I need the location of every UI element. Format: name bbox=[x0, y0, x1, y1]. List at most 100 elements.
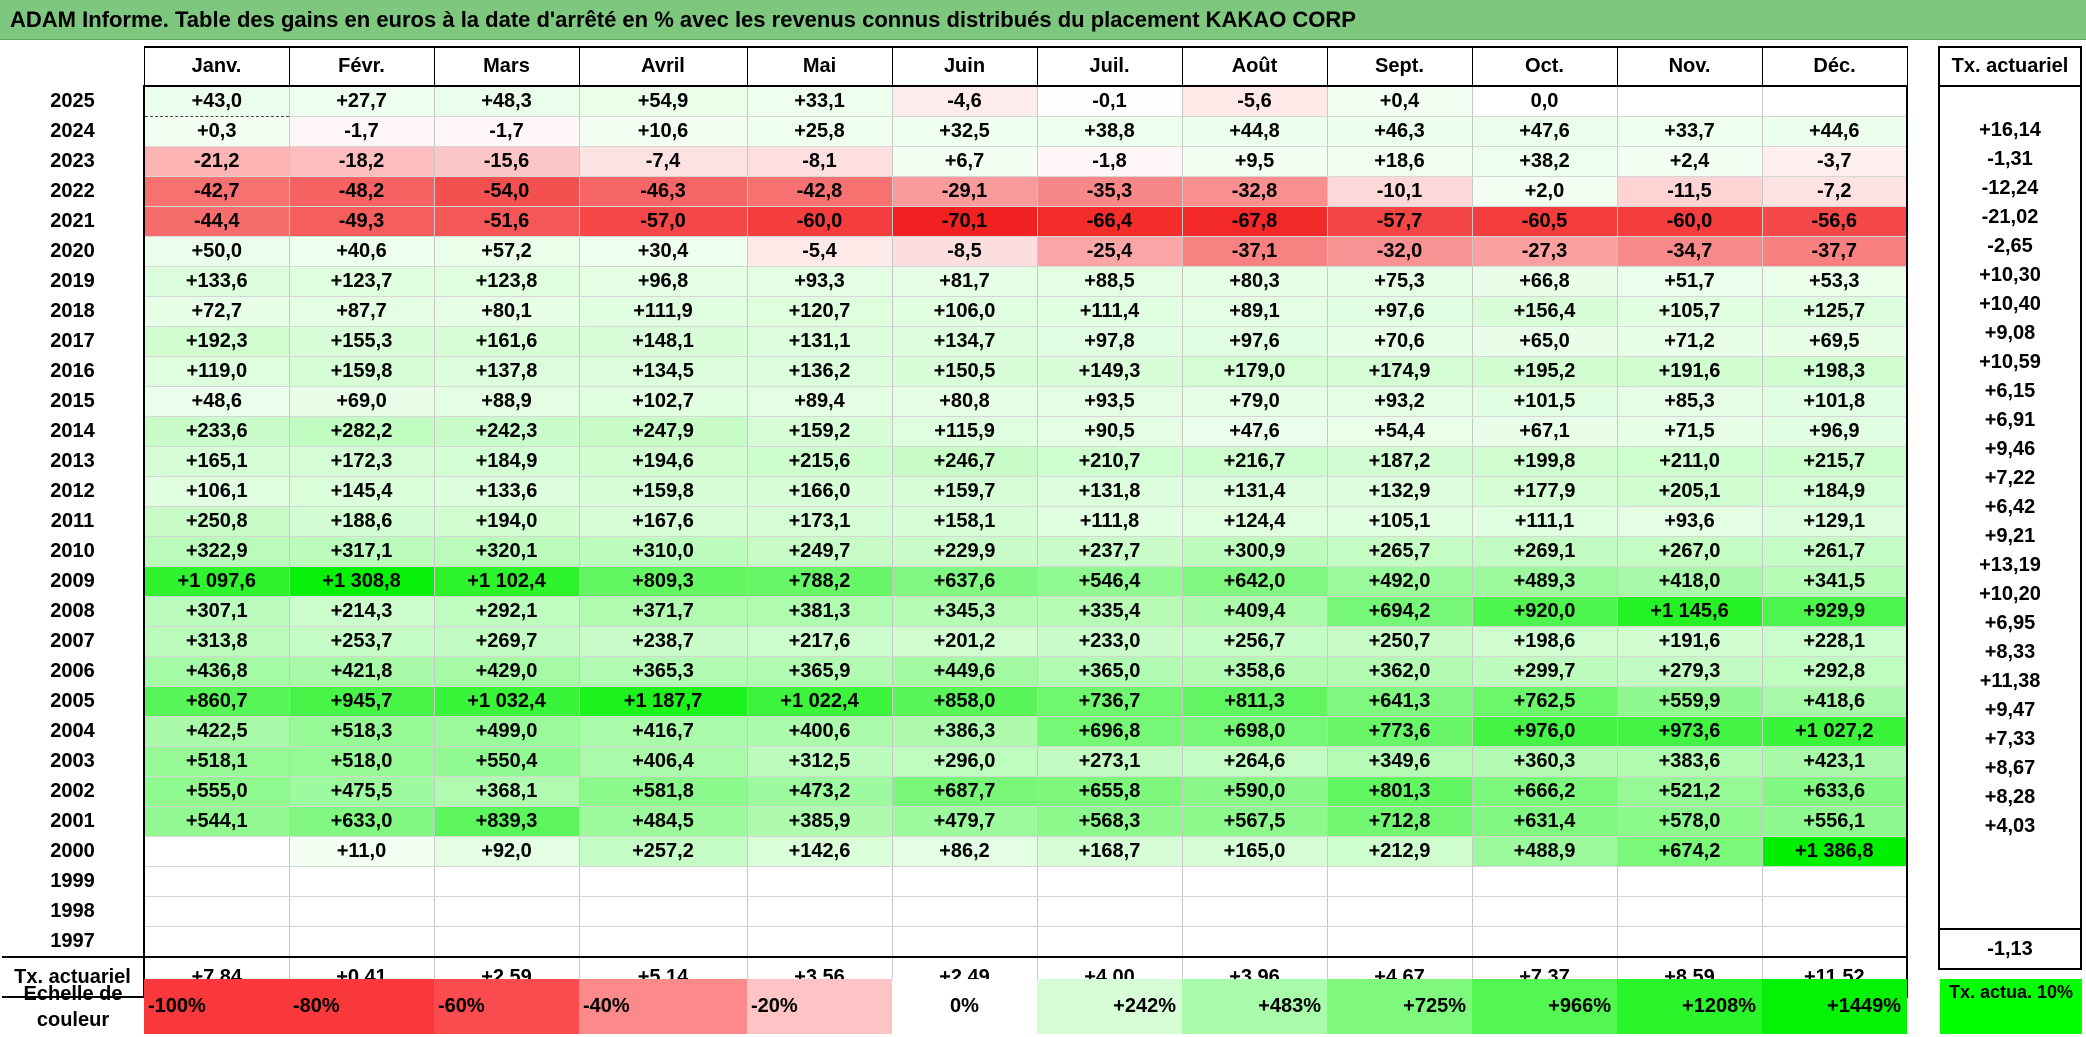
gain-cell: +86,2 bbox=[892, 836, 1038, 867]
gain-cell bbox=[892, 896, 1038, 927]
gain-cell: +87,7 bbox=[289, 296, 435, 327]
year-label: 2025 bbox=[2, 86, 145, 117]
gain-cell: +188,6 bbox=[289, 506, 435, 537]
table-row: 2022 -42,7 -48,2 -54,0 -46,3 -42,8 -29,1 -35,3-… bbox=[2, 176, 1908, 207]
annual-rate-cell: +10,20 bbox=[1938, 580, 2082, 609]
gain-cell: +488,9 bbox=[1472, 836, 1618, 867]
year-label: 2004 bbox=[2, 716, 145, 747]
year-label: 2011 bbox=[2, 506, 145, 537]
table-row: 2004 +422,5 +518,3 +499,0 +416,7 +400,6 +386,3… bbox=[2, 716, 1908, 747]
gain-cell: +27,7 bbox=[289, 86, 435, 117]
gain-cell: +111,8 bbox=[1037, 506, 1183, 537]
gain-cell: +674,2 bbox=[1617, 836, 1763, 867]
color-scale-cell: +1208% bbox=[1617, 979, 1762, 1034]
gain-cell bbox=[579, 926, 748, 958]
gain-cell: +215,6 bbox=[747, 446, 893, 477]
gain-cell: +132,9 bbox=[1327, 476, 1473, 507]
gain-cell: +134,5 bbox=[579, 356, 748, 387]
gain-cell: +123,8 bbox=[434, 266, 580, 297]
month-header: Mai bbox=[746, 46, 893, 87]
year-label: 2005 bbox=[2, 686, 145, 717]
gain-cell: +381,3 bbox=[747, 596, 893, 627]
color-scale-cell: -100% bbox=[144, 979, 289, 1034]
gain-cell: -46,3 bbox=[579, 176, 748, 207]
gain-cell: +70,6 bbox=[1327, 326, 1473, 357]
gain-cell: +172,3 bbox=[289, 446, 435, 477]
color-scale-label: Echelle de couleur bbox=[23, 982, 123, 1031]
gain-cell: +345,3 bbox=[892, 596, 1038, 627]
gain-cell: +642,0 bbox=[1182, 566, 1328, 597]
year-label: 1999 bbox=[2, 866, 145, 897]
gain-cell: +1 097,6 bbox=[144, 566, 290, 597]
gain-cell: +518,1 bbox=[144, 746, 290, 777]
annual-rate-cell: -12,24 bbox=[1938, 174, 2082, 203]
gain-cell: +1 027,2 bbox=[1762, 716, 1908, 747]
gain-cell: +67,1 bbox=[1472, 416, 1618, 447]
gain-cell: +264,6 bbox=[1182, 746, 1328, 777]
gain-cell: +250,7 bbox=[1327, 626, 1473, 657]
gain-cell: +1 386,8 bbox=[1762, 836, 1908, 867]
gain-cell: +184,9 bbox=[1762, 476, 1908, 507]
gain-cell: +102,7 bbox=[579, 386, 748, 417]
gain-cell: -49,3 bbox=[289, 206, 435, 237]
gain-cell: +631,4 bbox=[1472, 806, 1618, 837]
gain-cell: +429,0 bbox=[434, 656, 580, 687]
gain-cell: +174,9 bbox=[1327, 356, 1473, 387]
color-scale-cell: +725% bbox=[1327, 979, 1472, 1034]
gain-cell: +97,8 bbox=[1037, 326, 1183, 357]
gain-cell: +198,3 bbox=[1762, 356, 1908, 387]
month-header: Oct. bbox=[1471, 46, 1618, 87]
gain-cell: +253,7 bbox=[289, 626, 435, 657]
color-scale-cell: -20% bbox=[747, 979, 892, 1034]
year-label: 2013 bbox=[2, 446, 145, 477]
gain-cell bbox=[1762, 866, 1908, 897]
gain-cell bbox=[747, 926, 893, 958]
annual-rate-cell: +4,03 bbox=[1938, 812, 2082, 841]
gain-cell: -7,4 bbox=[579, 146, 748, 177]
gain-cell: 0,0 bbox=[1472, 86, 1618, 117]
gain-cell: +198,6 bbox=[1472, 626, 1618, 657]
color-scale-cell: +483% bbox=[1182, 979, 1327, 1034]
year-label: 2003 bbox=[2, 746, 145, 777]
gain-cell: +242,3 bbox=[434, 416, 580, 447]
annual-rate-cell: +8,67 bbox=[1938, 754, 2082, 783]
gain-cell: +473,2 bbox=[747, 776, 893, 807]
gain-cell: +85,3 bbox=[1617, 386, 1763, 417]
gain-cell: +71,2 bbox=[1617, 326, 1763, 357]
gain-cell bbox=[1762, 896, 1908, 927]
gain-cell: +195,2 bbox=[1472, 356, 1618, 387]
gain-cell: +47,6 bbox=[1472, 116, 1618, 147]
gain-cell: +313,8 bbox=[144, 626, 290, 657]
year-label: 2024 bbox=[2, 116, 145, 147]
gain-cell: +38,2 bbox=[1472, 146, 1618, 177]
gain-cell: +57,2 bbox=[434, 236, 580, 267]
gain-cell: +544,1 bbox=[144, 806, 290, 837]
gain-cell: +1 308,8 bbox=[289, 566, 435, 597]
gain-cell: +249,7 bbox=[747, 536, 893, 567]
gain-cell: +920,0 bbox=[1472, 596, 1618, 627]
gain-cell: +30,4 bbox=[579, 236, 748, 267]
gain-cell: +6,7 bbox=[892, 146, 1038, 177]
year-label: 2008 bbox=[2, 596, 145, 627]
gain-cell bbox=[434, 866, 580, 897]
gain-cell: +115,9 bbox=[892, 416, 1038, 447]
gain-cell: +578,0 bbox=[1617, 806, 1763, 837]
gain-cell: +317,1 bbox=[289, 536, 435, 567]
annual-rate-cell: +6,15 bbox=[1938, 377, 2082, 406]
color-scale-cell: 0% bbox=[892, 979, 1037, 1034]
gain-cell: +422,5 bbox=[144, 716, 290, 747]
table-row: 2008 +307,1 +214,3 +292,1 +371,7 +381,3 +345,3… bbox=[2, 596, 1908, 627]
gain-cell: +310,0 bbox=[579, 536, 748, 567]
gain-cell: +368,1 bbox=[434, 776, 580, 807]
gain-cell bbox=[747, 896, 893, 927]
year-label: 2020 bbox=[2, 236, 145, 267]
rate-summary-total: -1,13 bbox=[1938, 928, 2082, 970]
gain-cell bbox=[144, 836, 290, 867]
gain-cell: -7,2 bbox=[1762, 176, 1908, 207]
gain-cell: +166,0 bbox=[747, 476, 893, 507]
gain-cell: +762,5 bbox=[1472, 686, 1618, 717]
year-label: 2019 bbox=[2, 266, 145, 297]
gain-cell: +137,8 bbox=[434, 356, 580, 387]
table-row: 2025 +43,0 +27,7 +48,3 +54,9 +33,1 -4,6 -0,1 -5,… bbox=[2, 86, 1908, 117]
gain-cell: +273,1 bbox=[1037, 746, 1183, 777]
